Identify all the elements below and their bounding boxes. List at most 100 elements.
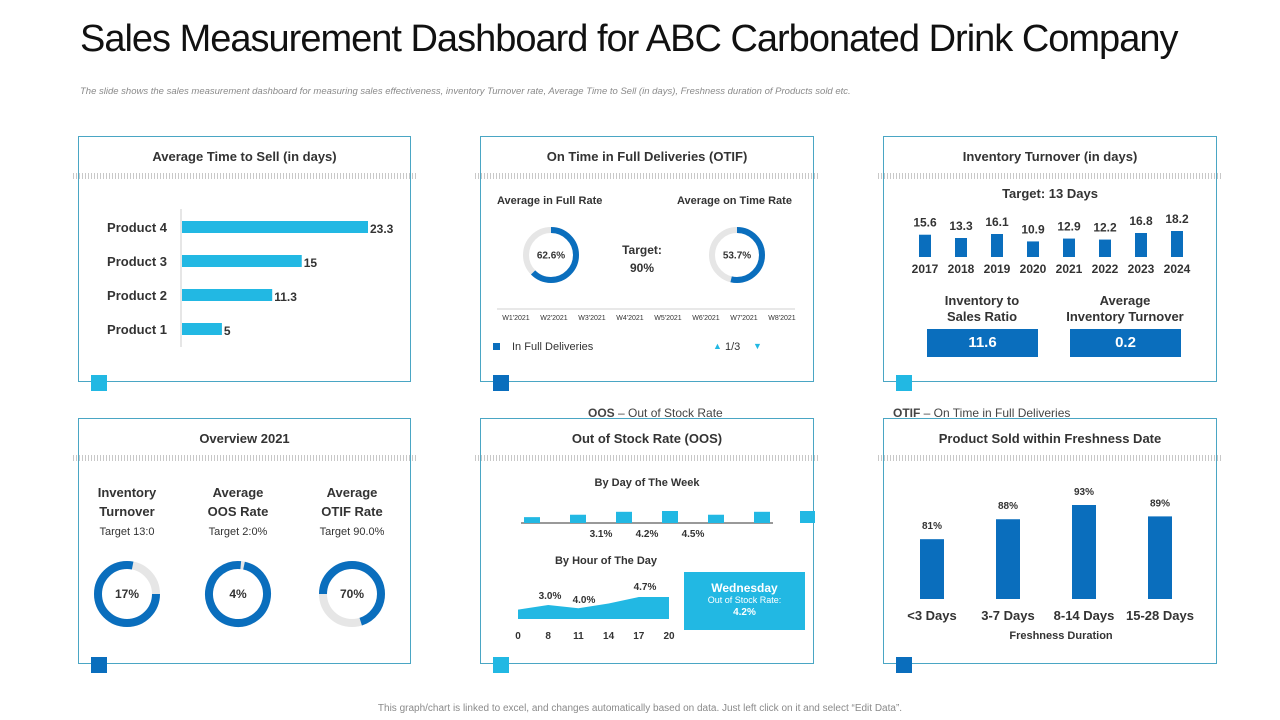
pager-next-icon[interactable]: ▼ <box>753 341 762 351</box>
otif-note: OTIF – On Time in Full Deliveries <box>893 406 1070 420</box>
oos-note-text: – Out of Stock Rate <box>614 406 723 420</box>
ratio-value-box: 11.6 <box>927 329 1038 357</box>
overview-item: Average OTIF Rate Target 90.0% <box>302 483 402 538</box>
overview-item: Inventory Turnover Target 13:0 <box>77 483 177 538</box>
overview-donut[interactable]: 70% <box>312 554 392 634</box>
otif-chart[interactable]: 62.6% 53.7% W1'2021 W2'2021 W3'2021 W4'2021 W… <box>481 217 815 327</box>
footer-note: This graph/chart is linked to excel, and… <box>377 703 903 714</box>
bar[interactable] <box>991 234 1003 257</box>
value-label: 4.5% <box>682 529 705 540</box>
category-label: Product 1 <box>107 322 167 337</box>
legend-label: In Full Deliveries <box>512 341 594 353</box>
x-axis-label: Freshness Duration <box>1009 630 1113 642</box>
avg-turnover-label-2: Inventory Turnover <box>1066 309 1184 324</box>
overview-donut[interactable]: 17% <box>87 554 167 634</box>
panel-marker <box>896 375 912 391</box>
bar[interactable] <box>955 238 967 257</box>
year-label: 2020 <box>1020 262 1047 276</box>
category-label: 8-14 Days <box>1054 608 1115 623</box>
week-label: W4'2021 <box>616 315 644 322</box>
bar[interactable] <box>920 539 944 599</box>
bar[interactable] <box>1135 233 1147 257</box>
avg-on-time-label: Average on Time Rate <box>677 195 792 207</box>
donut-value: 4% <box>229 587 247 601</box>
value-label: 93% <box>1074 487 1094 498</box>
panel-inventory-turnover: Inventory Turnover (in days) Target: 13 … <box>878 136 1222 391</box>
dotted-divider <box>475 173 819 179</box>
overview-target: Target 13:0 <box>99 526 155 538</box>
panel-title: Overview 2021 <box>199 431 290 446</box>
oos-note-abbr: OOS <box>588 406 615 420</box>
value-label: 4.7% <box>634 582 657 593</box>
avg-turnover-label-1: Average <box>1099 293 1151 308</box>
area-series[interactable] <box>518 597 669 619</box>
category-label: Product 4 <box>107 220 168 235</box>
donut-arc[interactable] <box>319 561 385 627</box>
year-label: 2021 <box>1056 262 1083 276</box>
bar[interactable] <box>800 511 815 523</box>
value-label: 12.9 <box>1057 220 1081 234</box>
value-label: 4.0% <box>573 595 596 606</box>
page-title: Sales Measurement Dashboard for ABC Carb… <box>80 18 1178 60</box>
value-label: 15 <box>304 256 318 270</box>
overview-label-2: Turnover <box>99 504 155 519</box>
bar[interactable] <box>1072 505 1096 599</box>
bar[interactable] <box>1099 239 1111 257</box>
overview-target: Target 2:0% <box>208 526 268 538</box>
ratio-label-1: Inventory to <box>944 293 1020 308</box>
panel-title: Out of Stock Rate (OOS) <box>571 431 723 446</box>
hour-label: 0 <box>515 631 521 642</box>
bar[interactable] <box>1171 231 1183 257</box>
inventory-chart[interactable]: 15.6 2017 13.3 2018 16.1 2019 10.9 2020 12.9 2021… <box>884 207 1218 287</box>
bar[interactable] <box>1063 238 1075 257</box>
overview-label-2: OTIF Rate <box>321 504 383 519</box>
panel-freshness: Product Sold within Freshness Date 81% <3… <box>878 418 1222 673</box>
bar[interactable] <box>182 255 302 267</box>
callout-title: Wednesday <box>711 581 778 595</box>
bar[interactable] <box>754 511 770 523</box>
bar[interactable] <box>182 289 273 301</box>
week-label: W5'2021 <box>654 315 682 322</box>
panel-title: Average Time to Sell (in days) <box>152 149 337 164</box>
donut-arc[interactable] <box>523 227 579 283</box>
target-label: Target: <box>622 243 662 257</box>
donut-arc[interactable] <box>709 227 765 283</box>
pager-prev-icon[interactable]: ▲ <box>713 341 722 351</box>
category-label: Product 3 <box>107 254 167 269</box>
week-label: W6'2021 <box>692 315 720 322</box>
year-label: 2023 <box>1128 262 1155 276</box>
bar[interactable] <box>996 519 1020 599</box>
value-label: 81% <box>922 521 942 532</box>
value-label: 3.1% <box>590 529 613 540</box>
category-label: 15-28 Days <box>1126 608 1194 623</box>
freshness-chart[interactable]: 81% <3 Days 88% 3-7 Days 93% 8-14 Days 89% 15-2… <box>884 479 1218 649</box>
bar[interactable] <box>662 511 678 523</box>
overview-item: Average OOS Rate Target 2:0% <box>188 483 288 538</box>
year-label: 2019 <box>984 262 1011 276</box>
bar[interactable] <box>570 514 586 523</box>
wednesday-callout: Wednesday Out of Stock Rate: 4.2% <box>684 572 805 630</box>
bar[interactable] <box>524 517 540 523</box>
value-label: 18.2 <box>1165 212 1189 226</box>
bar[interactable] <box>1148 516 1172 599</box>
otif-note-abbr: OTIF <box>893 406 921 420</box>
bar[interactable] <box>182 221 368 233</box>
panel-out-of-stock: Out of Stock Rate (OOS) By Day of The We… <box>475 418 819 673</box>
bar[interactable] <box>182 323 222 335</box>
week-label: W1'2021 <box>502 315 530 322</box>
donut-arc[interactable] <box>94 561 160 627</box>
overview-donut[interactable]: 4% <box>198 554 278 634</box>
value-label: 16.1 <box>985 215 1009 229</box>
panel-title: Product Sold within Freshness Date <box>938 431 1162 446</box>
panel-overview-2021: Overview 2021 Inventory Turnover Target 13… <box>73 418 416 673</box>
bar[interactable] <box>1027 241 1039 257</box>
panel-marker <box>91 657 107 673</box>
bar[interactable] <box>616 511 632 523</box>
bar[interactable] <box>708 514 724 523</box>
avg-time-chart[interactable]: Product 4 23.3 Product 3 15 Product 2 11.3 Pro… <box>79 197 412 357</box>
oos-chart[interactable]: 3.1% 4.2% 4.5% 0 8 11 14 17 20 3.0% 4.0% 4.7% <box>481 499 815 649</box>
page-subtitle: The slide shows the sales measurement da… <box>80 86 851 97</box>
bar[interactable] <box>919 234 931 257</box>
panel-average-time-to-sell: Average Time to Sell (in days) Product 4… <box>73 136 416 391</box>
legend-swatch <box>493 343 500 350</box>
